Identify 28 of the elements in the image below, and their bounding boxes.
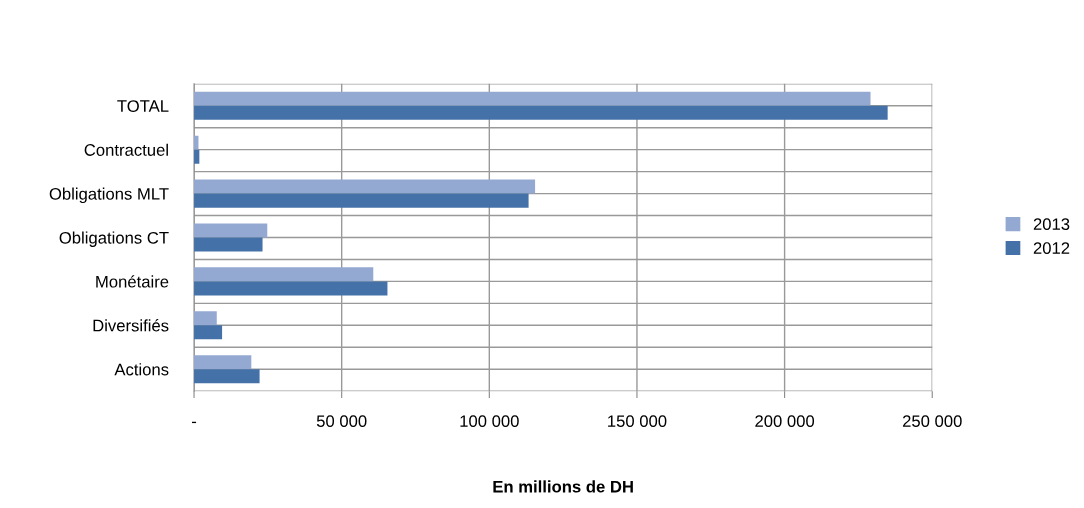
x-tick-label: 100 000 (460, 415, 519, 428)
bar (194, 281, 388, 296)
bar (194, 105, 888, 120)
x-axis-title: En millions de DH (493, 480, 633, 493)
y-tick-label: Monétaire (96, 275, 169, 288)
legend-label: 2012 (1033, 242, 1070, 254)
bar (194, 179, 536, 194)
y-tick-label: Obligations CT (59, 231, 169, 247)
bar (194, 325, 223, 340)
legend-label: 2013 (1033, 218, 1070, 231)
bar (194, 369, 260, 384)
bar (194, 91, 871, 106)
bar (194, 311, 217, 326)
y-tick-label: Actions (114, 363, 169, 376)
y-tick-label: TOTAL (117, 100, 169, 112)
y-tick-label: Obligations MLT (49, 187, 169, 204)
bar (194, 223, 268, 238)
x-tick-label: 250 000 (902, 415, 962, 428)
bar (194, 267, 374, 282)
x-tick-label: 200 000 (755, 415, 815, 428)
y-tick-label: Contractuel (84, 143, 168, 156)
bar (194, 237, 263, 252)
bar (194, 355, 252, 370)
x-tick-label: - (192, 421, 197, 424)
bar (194, 193, 529, 208)
y-tick-label: Diversifiés (93, 319, 169, 332)
x-tick-label: 50 000 (316, 415, 367, 428)
x-tick-label: 150 000 (608, 415, 667, 428)
